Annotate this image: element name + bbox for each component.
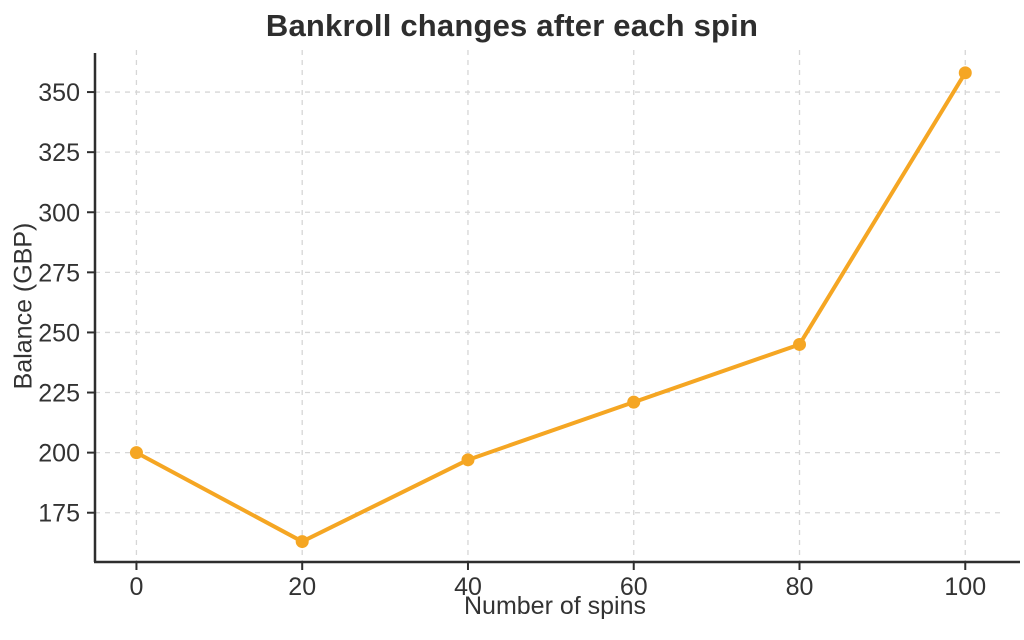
data-line	[134, 70, 968, 544]
x-tick-label: 60	[620, 573, 648, 601]
x-tick-label: 40	[454, 573, 482, 601]
data-point	[958, 66, 972, 80]
y-tick-label: 200	[38, 440, 80, 468]
y-tick-label: 225	[38, 380, 80, 408]
y-tick-label: 175	[38, 500, 80, 528]
data-point	[793, 337, 807, 351]
y-tick-label: 350	[38, 79, 80, 107]
y-tick-label: 325	[38, 139, 80, 167]
data-point	[461, 453, 475, 467]
x-axis-label: Number of spins	[463, 592, 647, 620]
y-axis-label: Balance (GBP)	[9, 222, 38, 390]
data-point	[129, 446, 143, 460]
x-tick-label: 20	[288, 573, 316, 601]
y-tick-label: 250	[38, 319, 80, 347]
data-point	[627, 395, 641, 409]
y-tick-label: 275	[38, 259, 80, 287]
x-tick-label: 80	[786, 573, 814, 601]
x-tick-label: 100	[944, 573, 986, 601]
chart-title: Bankroll changes after each spin	[265, 8, 759, 43]
x-tick-label: 0	[129, 573, 143, 601]
y-tick-label: 300	[38, 199, 80, 227]
data-point	[295, 535, 309, 549]
